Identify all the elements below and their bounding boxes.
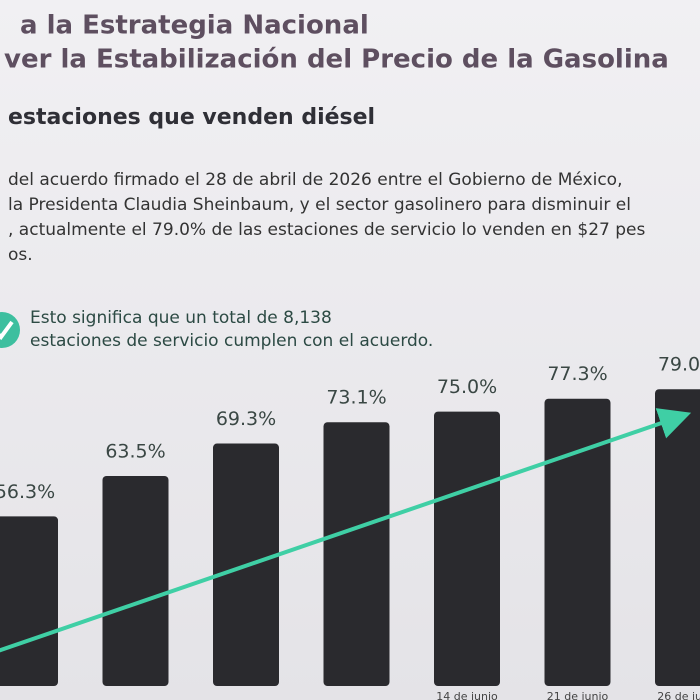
x-tick-label: 26 de junio <box>657 690 700 700</box>
value-label: 63.5% <box>105 441 165 463</box>
bar <box>655 389 700 686</box>
paragraph-line: , actualmente el 79.0% de las estaciones… <box>8 220 645 240</box>
check-icon <box>0 312 20 348</box>
value-label: 56.3% <box>0 481 55 503</box>
bar <box>434 411 500 686</box>
callout-line: Esto significa que un total de 8,138 <box>30 308 332 328</box>
bar <box>102 476 169 686</box>
callout-line: estaciones de servicio cumplen con el ac… <box>30 331 433 351</box>
title-line: a la Estrategia Nacional <box>20 11 369 41</box>
value-label: 77.3% <box>547 363 607 385</box>
paragraph-line: os. <box>8 245 33 265</box>
subtitle: estaciones que venden diésel <box>8 105 375 130</box>
paragraph-line: la Presidenta Claudia Sheinbaum, y el se… <box>8 195 631 215</box>
x-tick-label: 21 de junio <box>547 690 609 700</box>
value-label: 79.0% <box>658 354 700 376</box>
bar <box>544 398 611 686</box>
check-mark <box>0 320 14 341</box>
bar <box>323 422 390 686</box>
trend-arrow <box>0 408 692 653</box>
x-tick-label: 14 de junio <box>436 690 498 700</box>
title-line: ver la Estabilización del Precio de la G… <box>4 45 669 75</box>
bar <box>0 516 58 686</box>
paragraph-line: del acuerdo firmado el 28 de abril de 20… <box>8 170 622 190</box>
value-label: 69.3% <box>216 408 276 430</box>
value-label: 75.0% <box>437 376 497 398</box>
value-label: 73.1% <box>326 387 386 409</box>
